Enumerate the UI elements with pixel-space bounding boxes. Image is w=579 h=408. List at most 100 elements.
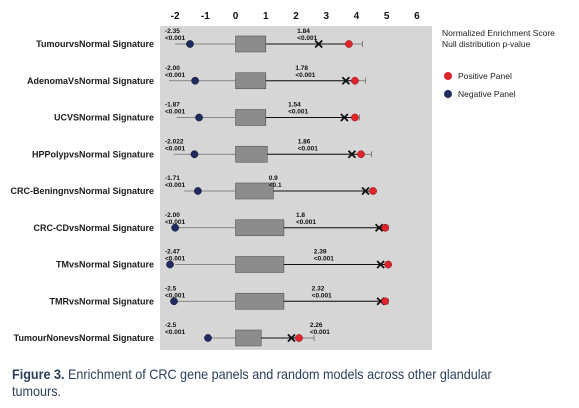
positive-nes-label: 2.32 <box>312 285 325 292</box>
negative-p-label: <0.001 <box>165 292 185 299</box>
positive-panel-point <box>295 334 303 342</box>
row-label: TMvsNormal Signature <box>56 260 154 270</box>
positive-panel-point <box>357 150 365 159</box>
chart-row: CRC-CDvsNormal Signature-2.00<0.0011.8<0… <box>33 212 390 237</box>
negative-panel-point <box>166 260 174 269</box>
positive-panel-point <box>381 223 390 232</box>
chart-row: HPPolypvsNormal Signature-2.022<0.0011.8… <box>32 138 372 163</box>
row-label: HPPolypvsNormal Signature <box>32 149 154 159</box>
null-max-marker <box>341 76 351 85</box>
positive-p-label: <0.001 <box>298 145 318 152</box>
null-max-marker <box>314 39 323 49</box>
negative-panel-point <box>194 187 202 195</box>
null-max-marker <box>340 113 349 122</box>
negative-p-label: <0.001 <box>165 145 185 152</box>
caption-label: Figure 3. <box>12 366 65 382</box>
null-max-marker <box>376 260 385 269</box>
boxplot-chart: -2 -1 0 1 2 3 4 5 6 TumourvsNormal Signature -2.3… <box>10 11 555 350</box>
box <box>235 219 285 237</box>
negative-p-label: <0.001 <box>165 219 185 226</box>
positive-nes-label: 0.9 <box>269 175 278 182</box>
positive-p-label: <0.001 <box>288 109 308 116</box>
box <box>235 182 274 200</box>
x-tick-label: -1 <box>201 11 210 22</box>
positive-panel-point <box>345 40 353 48</box>
negative-nes-label: -2.47 <box>165 249 180 256</box>
legend-marker <box>444 90 452 98</box>
negative-panel-point <box>191 76 199 85</box>
null-max-marker <box>347 150 357 159</box>
positive-p-label: <0.001 <box>310 329 330 336</box>
negative-p-label: <0.001 <box>165 182 185 189</box>
x-tick-label: -2 <box>171 11 180 22</box>
box <box>235 292 285 310</box>
null-max-marker <box>361 186 370 196</box>
null-max-marker <box>374 223 384 232</box>
box <box>235 145 268 163</box>
box <box>235 109 267 126</box>
negative-p-label: <0.001 <box>165 72 185 79</box>
null-max-marker <box>287 333 296 343</box>
negative-p-label: <0.001 <box>165 109 185 116</box>
negative-nes-label: -2.00 <box>165 65 180 72</box>
negative-nes-label: -2.5 <box>165 285 177 292</box>
legend-label: Negative Panel <box>458 89 516 99</box>
row-label: TMRvsNormal Signature <box>49 296 154 306</box>
x-axis-ticks: -2 -1 0 1 2 3 4 5 6 <box>171 11 420 22</box>
chart-row: TMvsNormal Signature-2.47<0.0012.39<0.00… <box>56 249 393 273</box>
positive-nes-label: 1.8 <box>296 212 305 219</box>
row-label: TumourvsNormal Signature <box>36 39 154 49</box>
box <box>235 329 262 347</box>
x-tick-label: 3 <box>323 11 329 22</box>
positive-panel-point <box>381 297 390 306</box>
negative-nes-label: -1.87 <box>165 102 180 109</box>
caption-text: Enrichment of CRC gene panels and random… <box>12 366 492 399</box>
negative-nes-label: -2.35 <box>165 28 180 35</box>
row-label: AdenomaVsNormal Signature <box>27 76 154 86</box>
row-label: UCVSNormal Signature <box>54 113 154 123</box>
negative-panel-point <box>204 334 212 342</box>
negative-p-label: <0.001 <box>165 256 185 263</box>
positive-panel-point <box>369 187 377 195</box>
x-tick-label: 1 <box>263 11 269 22</box>
row-label: CRC-BeningnvsNormal Signature <box>10 186 154 196</box>
positive-nes-label: 1.86 <box>298 138 311 145</box>
figure-caption: Figure 3. Enrichment of CRC gene panels … <box>12 366 516 400</box>
box <box>235 256 285 273</box>
negative-p-label: <0.001 <box>165 329 185 336</box>
box <box>235 72 267 90</box>
chart-row: AdenomaVsNormal Signature-2.00<0.0011.78… <box>27 65 366 90</box>
negative-nes-label: -2.00 <box>165 212 180 219</box>
plot-area <box>160 26 432 350</box>
negative-panel-point <box>171 223 179 232</box>
negative-panel-point <box>170 297 178 306</box>
negative-panel-point <box>190 150 199 159</box>
negative-panel-point <box>195 113 203 122</box>
negative-nes-label: -1.71 <box>165 175 180 182</box>
positive-nes-label: 1.78 <box>295 65 308 72</box>
x-tick-label: 4 <box>354 11 360 22</box>
positive-nes-label: 1.84 <box>297 28 310 35</box>
positive-p-label: <0.1 <box>269 182 282 189</box>
chart-rows: TumourvsNormal Signature -2.35 <0.001 1.84 <… <box>10 28 393 347</box>
legend-label: Positive Panel <box>458 71 512 81</box>
chart-row: TumourvsNormal Signature-2.35<0.0011.84<… <box>36 28 363 53</box>
chart-row: UCVSNormal Signature-1.87<0.0011.54<0.00… <box>54 102 360 126</box>
positive-p-label: <0.001 <box>295 72 315 79</box>
chart-row: TMRvsNormal Signature-2.5<0.0012.32<0.00… <box>49 285 390 310</box>
positive-panel-point <box>384 260 393 269</box>
positive-nes-label: 2.39 <box>314 249 327 256</box>
x-tick-label: 2 <box>293 11 299 22</box>
positive-p-label: <0.001 <box>314 256 334 263</box>
positive-p-label: <0.001 <box>296 219 316 226</box>
positive-nes-label: 1.54 <box>288 102 301 109</box>
legend-title: Null distribution p-value <box>442 39 531 49</box>
positive-p-label: <0.001 <box>312 292 332 299</box>
x-tick-label: 0 <box>233 11 239 22</box>
positive-nes-label: 2.26 <box>310 322 323 329</box>
positive-panel-point <box>351 76 359 85</box>
positive-panel-point <box>351 113 359 122</box>
row-label: TumourNonevsNormal Signature <box>14 333 154 343</box>
